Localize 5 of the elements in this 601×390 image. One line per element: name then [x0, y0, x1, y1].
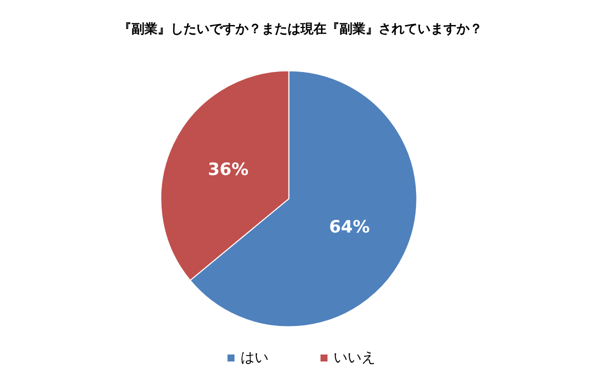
legend-label: いいえ — [334, 350, 376, 366]
legend-label: はい — [240, 350, 268, 366]
chart-title: 『副業』したいですか？または現在『副業』されていますか？ — [118, 22, 482, 37]
data-label: 36% — [208, 160, 249, 180]
data-label: 64% — [329, 217, 370, 238]
